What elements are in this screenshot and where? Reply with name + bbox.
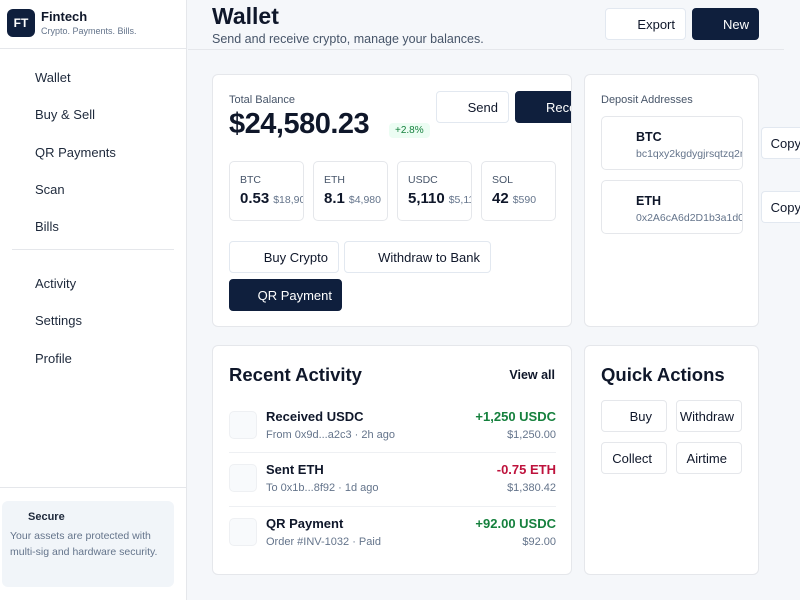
- activity-detail: To 0x1b...8f92 · 1d ago: [266, 482, 379, 494]
- brand-tagline: Crypto. Payments. Bills.: [41, 26, 137, 36]
- recent-activity-title: Recent Activity: [229, 364, 362, 385]
- copy-btc-address-button[interactable]: Copy: [761, 127, 800, 159]
- activity-row[interactable]: Sent ETH To 0x1b...8f92 · 1d ago -0.75 E…: [229, 458, 556, 510]
- sidebar-item-activity[interactable]: Activity: [35, 276, 77, 291]
- security-notice-body: Your assets are protected with multi-sig…: [10, 530, 158, 558]
- address-value: bc1qxy2kgdygjrsqtzq2n0: [636, 148, 743, 160]
- asset-symbol: ETH: [324, 174, 345, 186]
- asset-amount: 8.1: [324, 190, 345, 207]
- sidebar-item-settings[interactable]: Settings: [35, 313, 82, 328]
- divider: [12, 249, 174, 250]
- view-all-link[interactable]: View all: [509, 368, 555, 382]
- activity-title: Sent ETH: [266, 462, 324, 477]
- sidebar-item-profile[interactable]: Profile: [35, 351, 72, 366]
- brand-logo: FT: [7, 9, 35, 37]
- quick-action-airtime[interactable]: Airtime: [676, 442, 742, 474]
- page-title: Wallet: [212, 3, 279, 29]
- page-subtitle: Send and receive crypto, manage your bal…: [212, 32, 484, 46]
- address-symbol: BTC: [636, 130, 662, 144]
- receive-button[interactable]: Receive: [515, 91, 571, 123]
- new-button[interactable]: New: [692, 8, 759, 40]
- activity-usd: $92.00: [522, 536, 556, 548]
- asset-usd-value: $590: [512, 194, 537, 206]
- brand[interactable]: FT Fintech Crypto. Payments. Bills.: [7, 9, 137, 37]
- activity-detail: Order #INV-1032 · Paid: [266, 536, 381, 548]
- activity-usd: $1,380.42: [507, 482, 556, 494]
- quick-actions-title: Quick Actions: [601, 364, 725, 385]
- asset-tile-btc[interactable]: BTC 0.53$18,900: [229, 161, 304, 221]
- buy-crypto-button[interactable]: Buy Crypto: [229, 241, 339, 273]
- divider: [0, 48, 186, 49]
- asset-symbol: SOL: [492, 174, 514, 186]
- sidebar: FT Fintech Crypto. Payments. Bills. Wall…: [0, 0, 187, 600]
- sidebar-item-buy-sell[interactable]: Buy & Sell: [35, 107, 95, 122]
- asset-usd-value: $18,900: [273, 194, 303, 206]
- sidebar-item-wallet[interactable]: Wallet: [35, 70, 71, 85]
- deposit-address-btc: BTC bc1qxy2kgdygjrsqtzq2n0: [601, 116, 743, 170]
- quick-action-buy[interactable]: Buy: [601, 400, 667, 432]
- balance-label: Total Balance: [229, 94, 296, 106]
- divider: [0, 487, 186, 488]
- address-symbol: ETH: [636, 194, 661, 208]
- sidebar-item-qr-payments[interactable]: QR Payments: [35, 145, 116, 160]
- balance-change-badge: +2.8%: [389, 123, 430, 138]
- security-notice: Secure Your assets are protected with mu…: [2, 501, 174, 587]
- quick-action-collect[interactable]: Collect: [601, 442, 667, 474]
- transaction-icon: [229, 411, 257, 439]
- page-header: Wallet Send and receive crypto, manage y…: [188, 0, 784, 50]
- transaction-icon: [229, 464, 257, 492]
- deposit-addresses-label: Deposit Addresses: [601, 94, 693, 106]
- divider: [229, 452, 556, 453]
- asset-amount: 0.53: [240, 190, 270, 207]
- copy-eth-address-button[interactable]: Copy: [761, 191, 800, 223]
- activity-row[interactable]: QR Payment Order #INV-1032 · Paid +92.00…: [229, 512, 556, 564]
- sidebar-item-scan[interactable]: Scan: [35, 182, 65, 197]
- send-button[interactable]: Send: [436, 91, 509, 123]
- deposit-addresses-card: Deposit Addresses BTC bc1qxy2kgdygjrsqtz…: [584, 74, 800, 327]
- address-value: 0x2A6cA6d2D1b3a1d0B4: [636, 212, 742, 224]
- activity-row[interactable]: Received USDC From 0x9d...a2c3 · 2h ago …: [229, 405, 556, 457]
- asset-tile-usdc[interactable]: USDC 5,110$5,110: [397, 161, 472, 221]
- activity-amount: -0.75 ETH: [496, 462, 556, 477]
- asset-amount: 5,110: [408, 190, 445, 207]
- brand-name: Fintech: [41, 9, 88, 24]
- qr-payment-button[interactable]: QR Payment: [229, 279, 342, 311]
- asset-symbol: USDC: [408, 174, 438, 186]
- asset-tile-sol[interactable]: SOL 42 $590: [481, 161, 556, 221]
- activity-usd: $1,250.00: [507, 429, 556, 441]
- activity-title: QR Payment: [266, 516, 344, 531]
- recent-activity-card: Recent Activity View all Received USDC F…: [212, 345, 572, 575]
- asset-usd-value: $4,980: [348, 194, 381, 206]
- asset-amount: 42: [492, 190, 509, 207]
- divider: [229, 506, 556, 507]
- asset-tile-eth[interactable]: ETH 8.1 $4,980: [313, 161, 388, 221]
- transaction-icon: [229, 518, 257, 546]
- asset-usd-value: $5,110: [448, 194, 471, 206]
- security-notice-title: Secure: [28, 511, 65, 523]
- balance-card: Total Balance $24,580.23 +2.8% Send Rece…: [212, 74, 572, 327]
- activity-title: Received USDC: [266, 409, 364, 424]
- withdraw-to-bank-button[interactable]: Withdraw to Bank: [344, 241, 491, 273]
- activity-amount: +92.00 USDC: [475, 516, 556, 531]
- deposit-address-eth: ETH 0x2A6cA6d2D1b3a1d0B4: [601, 180, 743, 234]
- export-button[interactable]: Export: [605, 8, 686, 40]
- activity-detail: From 0x9d...a2c3 · 2h ago: [266, 429, 396, 441]
- quick-actions-card: Quick Actions Buy Withdraw Collect Airti…: [584, 345, 759, 575]
- total-balance: $24,580.23: [229, 108, 370, 140]
- sidebar-item-bills[interactable]: Bills: [35, 219, 59, 234]
- quick-action-withdraw[interactable]: Withdraw: [676, 400, 742, 432]
- activity-amount: +1,250 USDC: [475, 409, 556, 424]
- asset-symbol: BTC: [240, 174, 261, 186]
